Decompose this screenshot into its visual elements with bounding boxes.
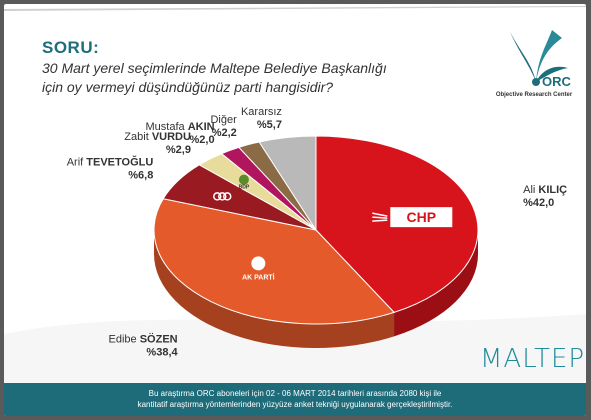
question-line-2: için oy vermeyi düşündüğünüz parti hangi… (42, 79, 334, 95)
footer-line-2: kantitatif araştırma yöntemlerinden yüzy… (137, 400, 453, 409)
pie-label-name-5: Diğer (210, 114, 237, 126)
pie-labels: Ali KILIÇ%42,0 Edibe SÖZEN%38,4 Arif TEVET… (67, 106, 567, 359)
pie-label-value-2: %6,8 (128, 170, 153, 182)
svg-text:BDP: BDP (239, 185, 250, 191)
pie-label-5: Diğer%2,2 (210, 114, 237, 139)
svg-text:CHP: CHP (407, 209, 437, 225)
pie-label-value-6: %5,7 (257, 119, 282, 131)
orc-logo-icon: ORC (510, 30, 572, 89)
pie-chart: CHP AK PARTİ BDP Ali KILIÇ%42,0 Edibe SÖZEN… (67, 106, 567, 359)
pie-label-value-4: %2,0 (190, 134, 215, 146)
party-mark-2 (213, 192, 232, 201)
party-mark-1: AK PARTİ (242, 256, 275, 281)
party-mark-3: BDP (239, 174, 250, 191)
pie-slice-1 (153, 198, 395, 325)
pie-label-6: Kararsız%5,7 (241, 106, 282, 131)
pie-label-name-0: Ali KILIÇ (523, 184, 567, 196)
pie-label-3: Zabit VURDU%2,9 (124, 131, 191, 156)
pie-side-1 (154, 230, 395, 349)
question-line-1: 30 Mart yerel seçimlerinde Maltepe Beled… (42, 60, 387, 76)
district-name: MALTEPE (480, 344, 586, 374)
slide: SORU: 30 Mart yerel seçimlerinde Maltepe… (4, 4, 586, 416)
pie-label-value-0: %42,0 (523, 197, 554, 209)
pie-label-name-2: Arif TEVETOĞLU (67, 156, 154, 169)
pie-label-name-1: Edibe SÖZEN (109, 333, 178, 346)
svg-text:AK PARTİ: AK PARTİ (242, 273, 275, 281)
pie-slice-6 (258, 135, 317, 232)
pie-tops (153, 135, 479, 325)
pie-label-name-4: Mustafa AKIN (146, 121, 215, 133)
pie-label-2: Arif TEVETOĞLU%6,8 (67, 156, 154, 182)
pie-label-value-3: %2,9 (166, 144, 191, 156)
pie-party-marks: CHP AK PARTİ BDP (213, 174, 453, 281)
pie-label-4: Mustafa AKIN%2,0 (146, 121, 215, 146)
background-decoration (4, 6, 586, 384)
pie-side-0 (394, 230, 478, 337)
pie-label-name-3: Zabit VURDU (124, 131, 191, 143)
party-mark-0: CHP (372, 207, 453, 228)
pie-sides (154, 230, 478, 349)
question-label: SORU: (42, 38, 100, 57)
logo-brand: ORC (542, 74, 572, 89)
footer-line-1: Bu araştırma ORC aboneleri için 02 - 06 … (148, 389, 442, 398)
logo-subtitle: Objective Research Center (495, 92, 573, 98)
pie-label-0: Ali KILIÇ%42,0 (523, 184, 567, 209)
pie-label-value-1: %38,4 (146, 347, 178, 359)
pie-label-name-6: Kararsız (241, 106, 282, 118)
footer-bar: Bu araştırma ORC aboneleri için 02 - 06 … (4, 383, 586, 416)
pie-label-value-5: %2,2 (212, 127, 237, 139)
pie-label-1: Edibe SÖZEN%38,4 (109, 333, 179, 359)
